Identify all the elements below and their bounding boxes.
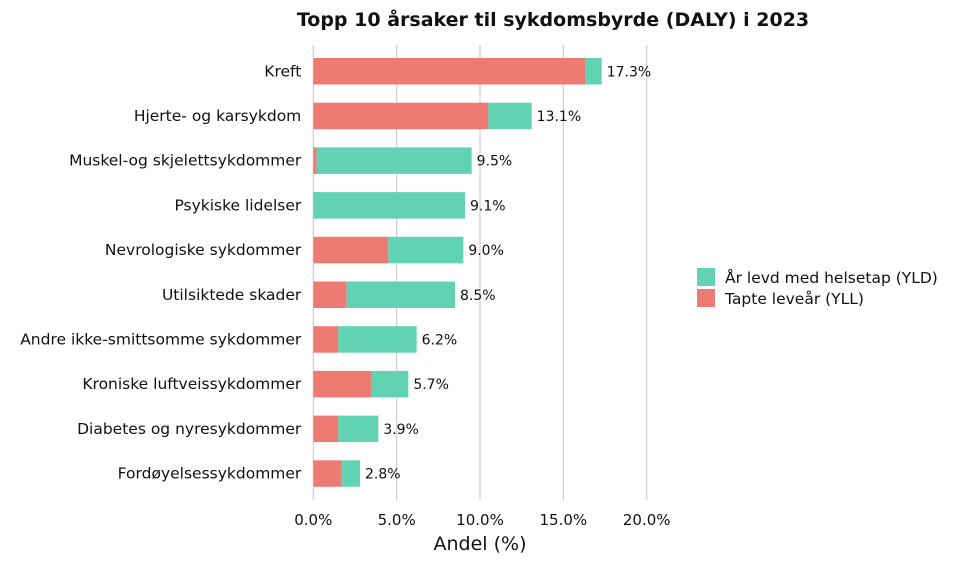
category-label: Psykiske lidelser — [174, 196, 301, 214]
x-axis-label: Andel (%) — [434, 533, 527, 555]
bar-segment-yld — [341, 460, 360, 487]
legend-label-yll: Tapte leveår (YLL) — [724, 290, 864, 308]
x-tick-label: 5.0% — [378, 511, 416, 529]
bar-segment-yld — [338, 415, 379, 443]
bar-segment-yld — [585, 58, 602, 85]
bar-segment-yld — [316, 147, 472, 174]
legend: År levd med helsetap (YLD) Tapte leveår … — [697, 268, 938, 308]
bar-segment-yld — [346, 281, 455, 308]
bar-segment-yld — [313, 192, 465, 219]
chart-title: Topp 10 årsaker til sykdomsbyrde (DALY) … — [297, 7, 809, 31]
bar-segment-yll — [313, 370, 372, 398]
bar-segment-yld — [388, 236, 464, 264]
x-tick-label: 15.0% — [540, 511, 588, 529]
category-label: Kroniske luftveissykdommer — [82, 375, 302, 393]
bar-segment-yll — [313, 460, 342, 487]
bar-segment-yll — [313, 281, 347, 308]
data-label: 9.5% — [477, 154, 513, 170]
category-label: Diabetes og nyresykdommer — [77, 420, 302, 438]
legend-swatch-yll — [697, 289, 715, 307]
data-label: 9.0% — [468, 243, 504, 259]
data-label: 2.8% — [365, 467, 401, 483]
data-label: 6.2% — [422, 332, 458, 348]
category-label: Hjerte- og karsykdom — [134, 107, 301, 125]
legend-swatch-yld — [697, 268, 715, 286]
x-tick-label: 10.0% — [456, 511, 504, 529]
bar-segment-yll — [313, 415, 339, 443]
data-label: 8.5% — [460, 288, 496, 304]
x-tick-label: 20.0% — [623, 511, 671, 529]
bar-segment-yll — [313, 102, 489, 130]
data-label: 9.1% — [470, 198, 506, 214]
bar-segment-yll — [313, 326, 339, 353]
category-label: Andre ikke-smittsomme sykdommer — [20, 330, 302, 348]
category-label: Muskel-og skjelettsykdommer — [69, 152, 302, 170]
bar-segment-yld — [488, 102, 532, 130]
data-label: 5.7% — [413, 377, 449, 393]
category-label: Kreft — [264, 62, 301, 80]
category-label: Utilsiktede skader — [162, 286, 302, 304]
bar-segment-yld — [371, 370, 409, 398]
bar-segment-yll — [313, 58, 586, 85]
category-label: Fordøyelsessykdommer — [118, 465, 302, 483]
data-label: 3.9% — [383, 422, 419, 438]
bar-segment-yld — [338, 326, 417, 353]
category-label: Nevrologiske sykdommer — [105, 241, 302, 259]
data-label: 17.3% — [607, 64, 651, 80]
data-label: 13.1% — [537, 109, 581, 125]
legend-label-yld: År levd med helsetap (YLD) — [725, 268, 938, 287]
bar-segment-yll — [313, 236, 389, 264]
bar-segment-yll — [313, 147, 317, 174]
x-tick-label: 0.0% — [294, 511, 332, 529]
